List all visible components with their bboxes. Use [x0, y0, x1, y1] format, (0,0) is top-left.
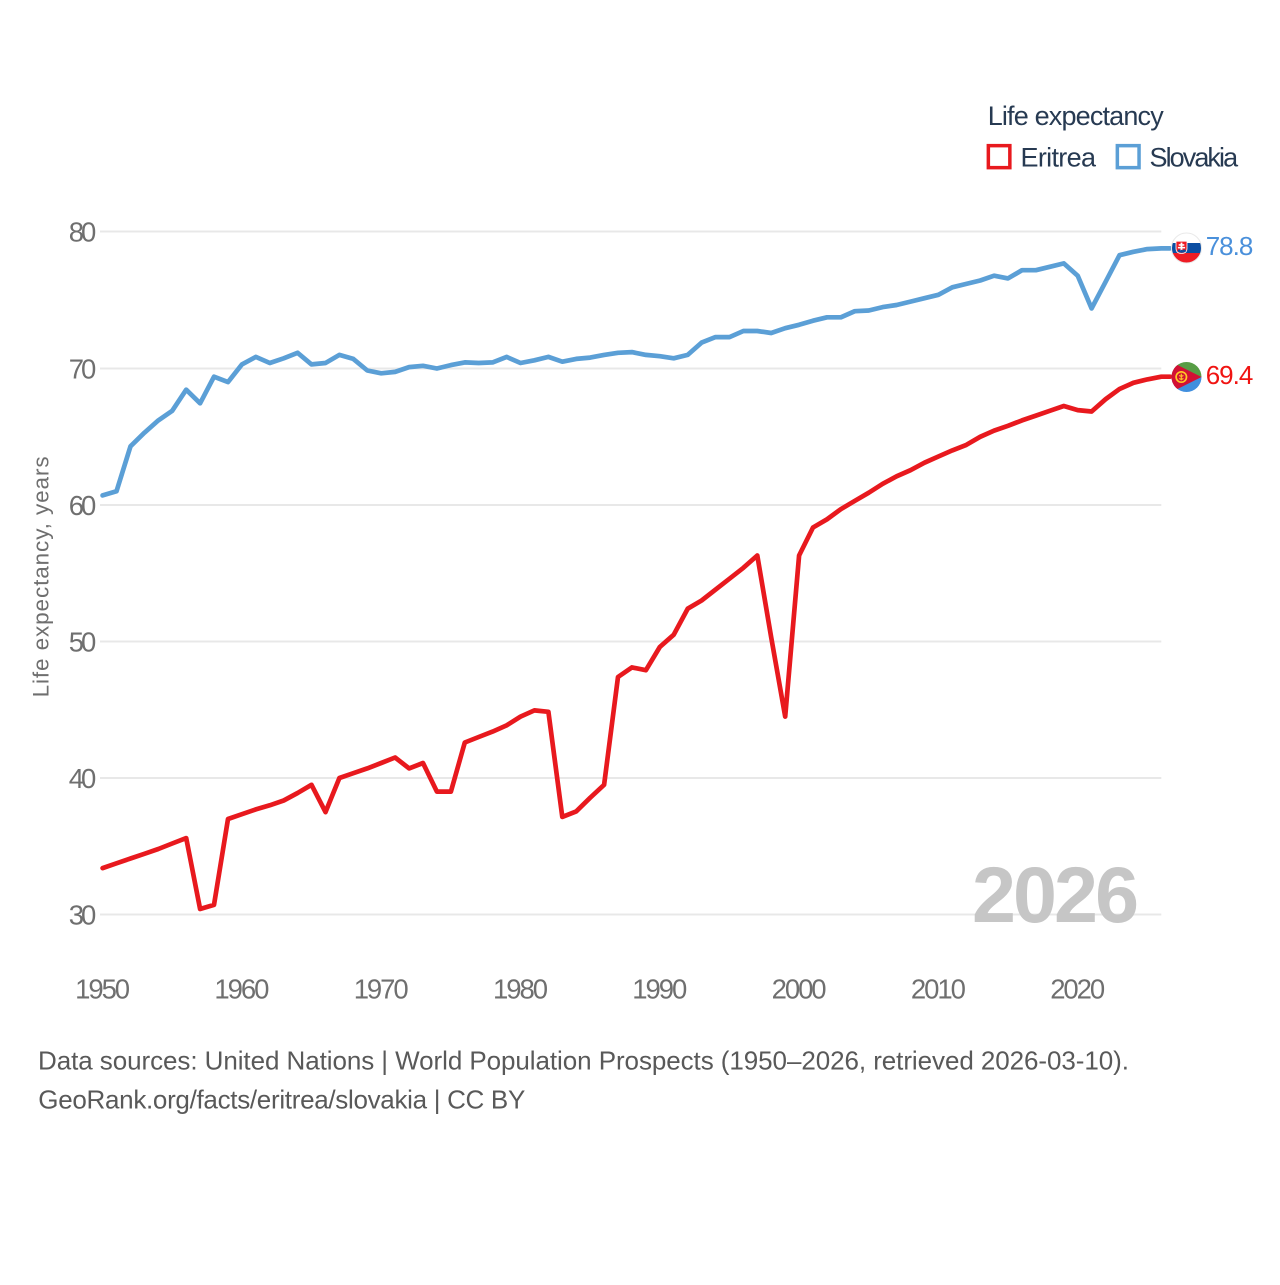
- svg-text:1970: 1970: [354, 973, 409, 1004]
- svg-text:70: 70: [69, 353, 97, 384]
- svg-text:Slovakia: Slovakia: [1150, 142, 1240, 172]
- svg-text:Life expectancy, years: Life expectancy, years: [28, 456, 53, 697]
- svg-text:1950: 1950: [75, 973, 130, 1004]
- svg-text:1990: 1990: [632, 973, 687, 1004]
- svg-text:40: 40: [69, 763, 97, 794]
- svg-text:1980: 1980: [493, 973, 548, 1004]
- svg-text:2000: 2000: [772, 973, 827, 1004]
- svg-text:50: 50: [69, 626, 97, 657]
- svg-text:GeoRank.org/facts/eritrea/slov: GeoRank.org/facts/eritrea/slovakia | CC …: [38, 1085, 525, 1115]
- svg-text:2010: 2010: [911, 973, 966, 1004]
- svg-text:2020: 2020: [1050, 973, 1105, 1004]
- svg-text:2026: 2026: [972, 850, 1139, 939]
- svg-text:30: 30: [69, 899, 97, 930]
- svg-text:1960: 1960: [214, 973, 269, 1004]
- svg-text:Life expectancy: Life expectancy: [988, 101, 1164, 131]
- svg-text:69.4: 69.4: [1206, 360, 1254, 390]
- svg-text:60: 60: [69, 490, 97, 521]
- svg-text:78.8: 78.8: [1206, 231, 1254, 261]
- svg-text:Data sources: United Nations |: Data sources: United Nations | World Pop…: [38, 1045, 1129, 1075]
- svg-text:80: 80: [69, 216, 97, 247]
- svg-text:Eritrea: Eritrea: [1021, 142, 1097, 172]
